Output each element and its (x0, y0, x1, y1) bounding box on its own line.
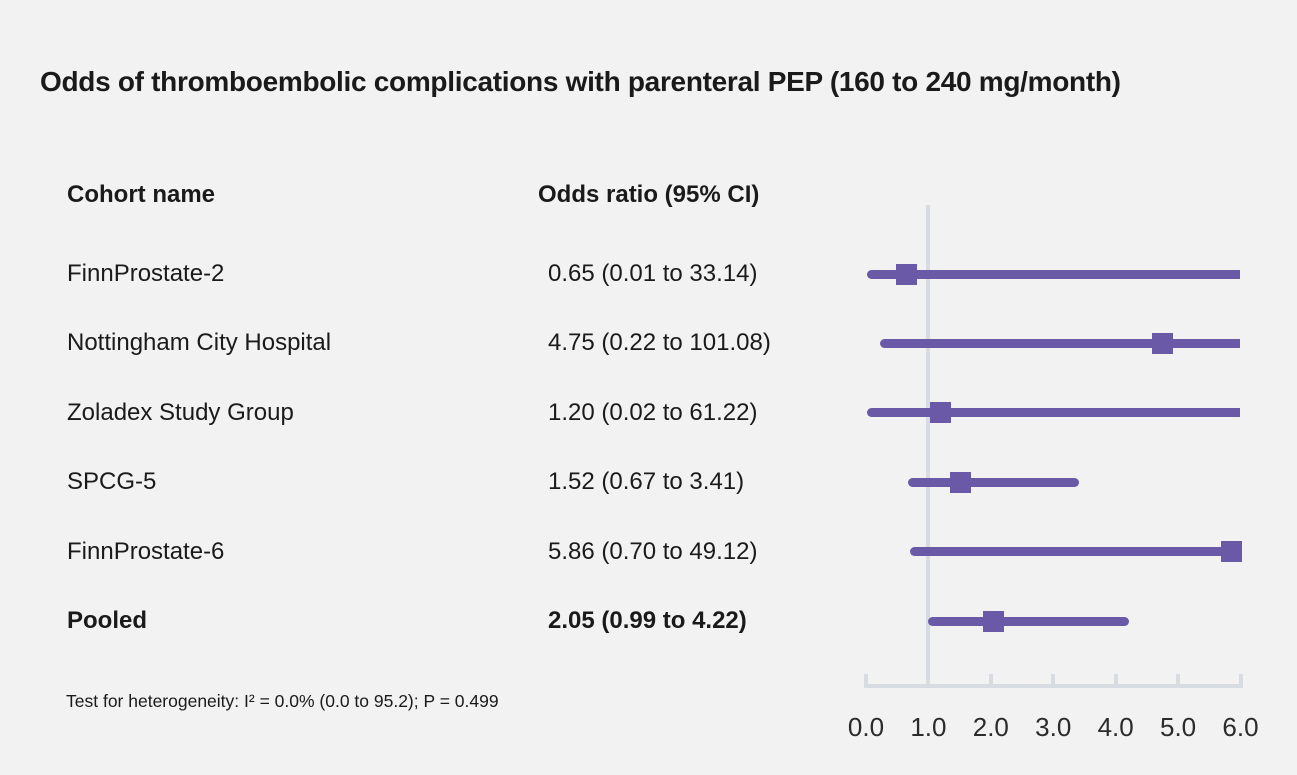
x-axis-tick (1238, 674, 1243, 688)
ci-line (927, 616, 1130, 626)
x-axis-tick-label: 1.0 (910, 712, 947, 742)
row-label: Pooled (67, 607, 148, 634)
row-value: 2.05 (0.99 to 4.22) (548, 607, 747, 634)
ci-line (866, 269, 1241, 279)
row-label: FinnProstate-6 (67, 537, 225, 565)
row-value: 1.20 (0.02 to 61.22) (548, 398, 758, 426)
row-value: 0.65 (0.01 to 33.14) (548, 260, 758, 287)
row-label: Nottingham City Hospital (67, 329, 332, 357)
x-axis-tick (926, 674, 931, 688)
x-axis-tick (864, 674, 868, 688)
x-axis-tick-label: 0.0 (847, 712, 885, 742)
or-marker (930, 402, 952, 424)
heterogeneity-footnote: Test for heterogeneity: I² = 0.0% (0.0 t… (66, 691, 499, 711)
row-label: Zoladex Study Group (67, 398, 294, 426)
x-axis-tick-label: 5.0 (1160, 712, 1197, 742)
row-label: SPCG-5 (67, 468, 157, 496)
x-axis-tick (988, 674, 993, 688)
chart-title: Odds of thromboembolic complications wit… (40, 66, 1121, 97)
or-marker (1221, 541, 1243, 563)
or-marker (1151, 332, 1173, 354)
row-value: 5.86 (0.70 to 49.12) (548, 537, 758, 565)
column-header-odds-ratio: Odds ratio (95% CI) (538, 181, 760, 208)
row-value: 4.75 (0.22 to 101.08) (548, 329, 771, 357)
row-label: FinnProstate-2 (67, 260, 225, 287)
x-axis-tick (1051, 674, 1056, 688)
ci-line (867, 408, 1241, 418)
or-marker (896, 263, 918, 285)
row-value: 1.52 (0.67 to 3.41) (548, 468, 745, 496)
x-axis-tick-label: 4.0 (1097, 712, 1134, 742)
or-marker (983, 610, 1005, 632)
x-axis-tick-label: 2.0 (972, 712, 1009, 742)
x-axis-tick (1176, 674, 1181, 688)
ci-line (907, 477, 1079, 487)
reference-line (926, 205, 931, 688)
or-marker (950, 471, 972, 493)
x-axis-tick (1113, 674, 1118, 688)
x-axis-tick-label: 3.0 (1035, 712, 1072, 742)
ci-line (879, 338, 1241, 348)
column-header-cohort: Cohort name (67, 181, 216, 208)
ci-line (909, 547, 1241, 557)
x-axis-tick-label: 6.0 (1222, 712, 1259, 742)
